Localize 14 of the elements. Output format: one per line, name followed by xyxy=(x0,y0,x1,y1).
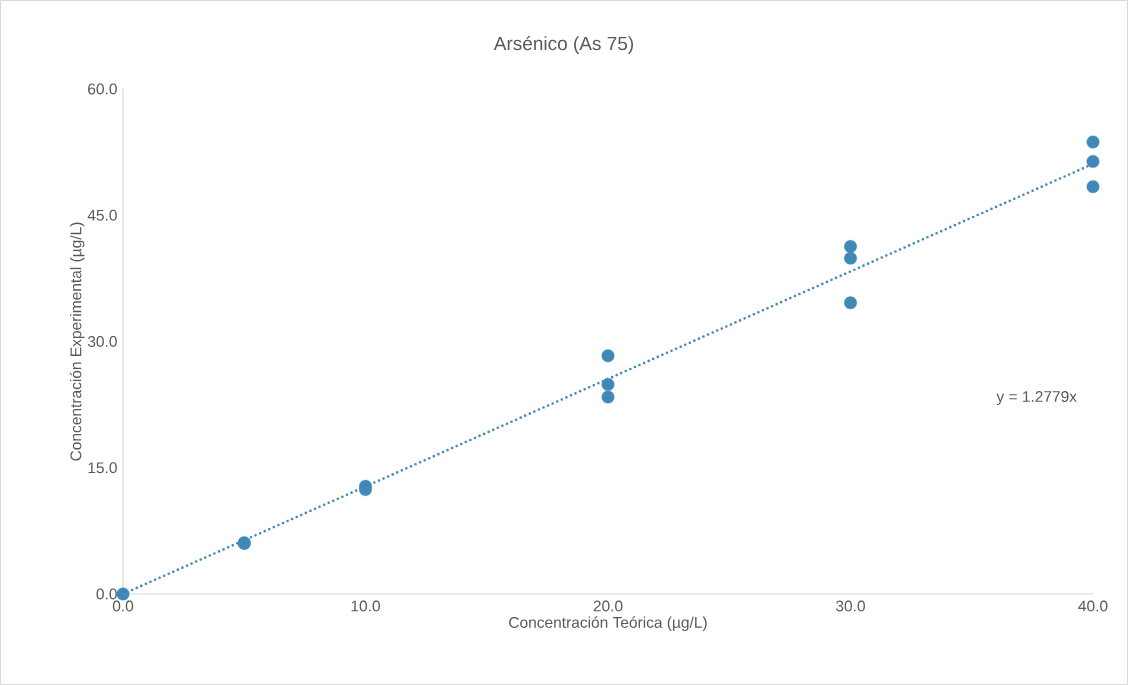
chart-title: Arsénico (As 75) xyxy=(493,36,634,54)
y-tick-label: 45.0 xyxy=(87,209,117,221)
x-tick-label: 10.0 xyxy=(351,600,380,612)
x-tick-label: 0.0 xyxy=(112,600,134,612)
y-tick-label: 60.0 xyxy=(88,83,117,95)
y-axis-title: Concentración Experimental (µg/L) xyxy=(69,222,85,461)
y-tick-label: 0.0 xyxy=(96,588,117,600)
x-axis-title: Concentración Teórica (µg/L) xyxy=(509,616,707,631)
x-tick-label: 20.0 xyxy=(593,600,623,612)
x-tick-label: 40.0 xyxy=(1078,600,1108,612)
y-tick-label: 30.0 xyxy=(87,336,117,347)
y-tick-label: 15.0 xyxy=(88,462,117,474)
annotation: y = 1.2779x xyxy=(996,391,1077,406)
x-tick-label: 30.0 xyxy=(836,600,865,612)
